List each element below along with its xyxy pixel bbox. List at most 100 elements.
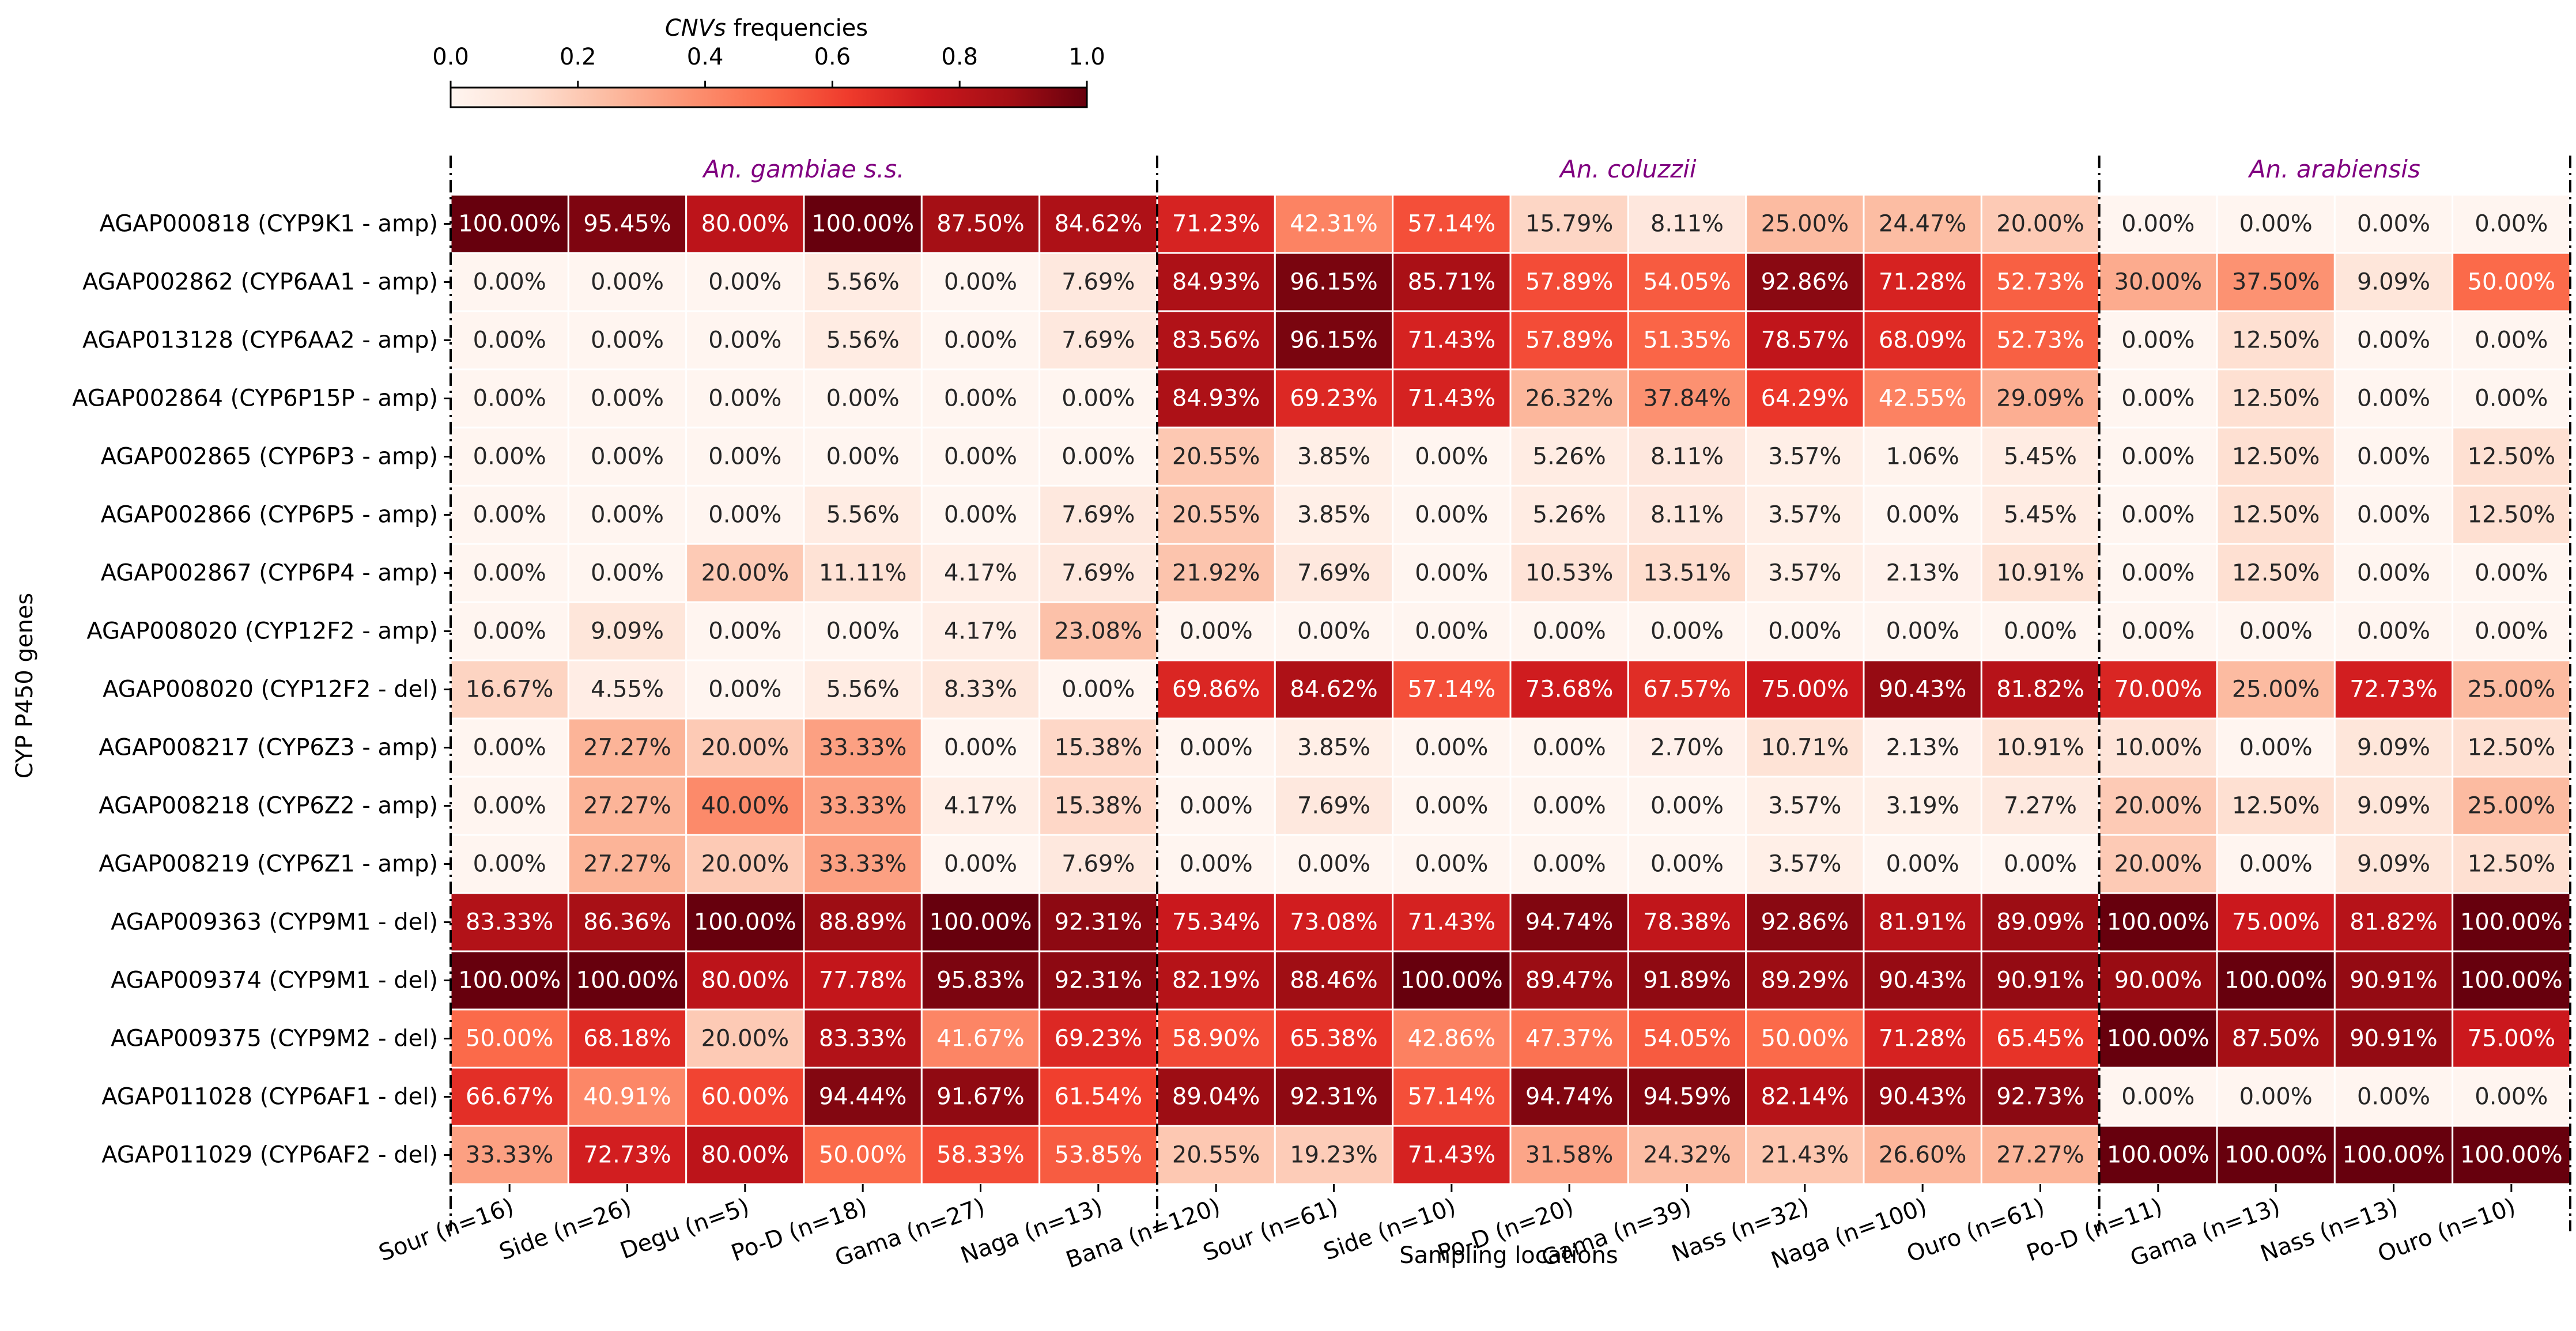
species-group-label: An. gambiae s.s. (701, 155, 904, 183)
cell-value-label: 4.55% (591, 676, 664, 703)
heatmap-cell (685, 892, 805, 952)
heatmap-cell (2452, 950, 2571, 1011)
cell-value-label: 96.15% (1290, 327, 1378, 354)
heatmap-cell (1627, 659, 1747, 720)
row-label: AGAP009374 (CYP9M1 - del) (111, 967, 438, 994)
cell-value-label: 0.00% (1062, 676, 1135, 703)
cell-value-label: 0.00% (1062, 385, 1135, 412)
cell-value-label: 90.91% (1996, 967, 2084, 994)
cell-value-label: 0.00% (708, 327, 781, 354)
cell-value-label: 27.27% (583, 793, 671, 819)
heatmap-cell (1038, 310, 1158, 370)
cell-value-label: 0.00% (1886, 502, 1959, 528)
cell-value-label: 0.00% (708, 444, 781, 470)
cell-value-label: 80.00% (701, 211, 790, 237)
cell-value-label: 92.31% (1290, 1084, 1378, 1110)
cell-value-label: 94.59% (1643, 1084, 1731, 1110)
cell-value-label: 33.33% (819, 851, 907, 878)
group-labels: An. gambiae s.s. An. coluzzii An. arabiens… (701, 155, 2420, 183)
heatmap-cell (920, 950, 1041, 1011)
cell-value-label: 3.85% (1297, 502, 1370, 528)
cell-value-label: 4.17% (944, 618, 1017, 645)
heatmap-cell (1863, 950, 1982, 1011)
heatmap-cell (1156, 310, 1276, 370)
heatmap-cell (1509, 950, 1629, 1011)
heatmap-cell (2333, 601, 2454, 661)
heatmap-cell (685, 252, 805, 312)
cell-value-label: 92.31% (1055, 967, 1143, 994)
heatmap-cell (567, 776, 688, 836)
cell-value-label: 3.57% (1768, 793, 1841, 819)
heatmap-cell (1980, 717, 2101, 778)
heatmap-cell (1392, 310, 1512, 370)
heatmap-cell (1980, 368, 2101, 429)
cell-value-label: 0.00% (708, 618, 781, 645)
cell-value-label: 24.47% (1879, 211, 1967, 237)
cell-value-label: 75.00% (2232, 909, 2320, 936)
cell-value-label: 100.00% (458, 967, 561, 994)
cell-value-label: 13.51% (1643, 560, 1731, 587)
heatmap-cell (685, 426, 805, 487)
cell-value-label: 54.05% (1643, 269, 1731, 296)
heatmap-cell (1509, 543, 1629, 603)
heatmap-cell (803, 601, 923, 661)
cell-value-label: 80.00% (701, 1142, 790, 1169)
cell-value-label: 0.00% (826, 385, 900, 412)
heatmap-cell (1509, 194, 1629, 254)
column-label: Side (n=26) (496, 1193, 634, 1265)
cell-value-label: 0.00% (473, 385, 546, 412)
cell-value-label: 25.00% (2468, 793, 2556, 819)
cell-value-label: 50.00% (466, 1026, 554, 1052)
heatmap-cell (685, 776, 805, 836)
heatmap-cell (1627, 717, 1747, 778)
heatmap-cell (920, 543, 1041, 603)
cell-value-label: 84.62% (1290, 676, 1378, 703)
cell-value-label: 7.69% (1297, 560, 1370, 587)
heatmap: 100.00% 95.45% 80.00% 100.00% 87.50% 84.62% 71… (450, 194, 2571, 1185)
heatmap-cell (567, 659, 688, 720)
heatmap-cell (450, 659, 569, 720)
row-label: AGAP008020 (CYP12F2 - del) (103, 676, 438, 703)
cell-value-label: 57.14% (1408, 211, 1496, 237)
heatmap-cell (1980, 1125, 2101, 1185)
cell-value-label: 0.00% (2004, 618, 2077, 645)
heatmap-cell (920, 717, 1041, 778)
cell-value-label: 0.00% (2475, 327, 2548, 354)
heatmap-cell (1038, 194, 1158, 254)
heatmap-cell (1509, 659, 1629, 720)
cell-value-label: 57.89% (1525, 269, 1614, 296)
cell-value-label: 12.50% (2468, 735, 2556, 761)
cell-value-label: 72.73% (583, 1142, 671, 1169)
cell-value-label: 0.00% (2475, 211, 2548, 237)
cell-value-label: 0.00% (1415, 560, 1488, 587)
cell-value-label: 0.00% (2357, 502, 2430, 528)
species-group-label: An. arabiensis (2248, 155, 2420, 183)
cell-value-label: 0.00% (2121, 444, 2194, 470)
colorbar-tick-label: 0.0 (432, 44, 469, 70)
cell-value-label: 41.67% (936, 1026, 1025, 1052)
cell-value-label: 58.33% (936, 1142, 1025, 1169)
cell-value-label: 64.29% (1761, 385, 1849, 412)
cell-value-label: 84.93% (1172, 269, 1260, 296)
heatmap-cell (1863, 717, 1982, 778)
heatmap-cell (1863, 776, 1982, 836)
y-axis-title: CYP P450 genes (12, 593, 38, 778)
colorbar-ticks: 0.0 0.2 0.4 0.6 0.8 1.0 (432, 44, 1105, 88)
heatmap-cell (2333, 194, 2454, 254)
cell-value-label: 9.09% (2357, 269, 2430, 296)
cell-value-label: 26.32% (1525, 385, 1614, 412)
cell-value-label: 65.38% (1290, 1026, 1378, 1052)
cell-value-label: 0.00% (473, 502, 546, 528)
cell-value-label: 3.57% (1768, 502, 1841, 528)
cell-value-label: 82.14% (1761, 1084, 1849, 1110)
heatmap-cell (1038, 252, 1158, 312)
heatmap-cell (1745, 834, 1865, 894)
heatmap-cell (567, 601, 688, 661)
heatmap-cell (803, 485, 923, 545)
cell-value-label: 57.14% (1408, 676, 1496, 703)
cell-value-label: 71.28% (1879, 1026, 1967, 1052)
cell-value-label: 10.71% (1761, 735, 1849, 761)
cell-value-label: 0.00% (591, 560, 664, 587)
cell-value-label: 100.00% (2224, 1142, 2327, 1169)
row-label: AGAP002866 (CYP6P5 - amp) (101, 502, 438, 528)
